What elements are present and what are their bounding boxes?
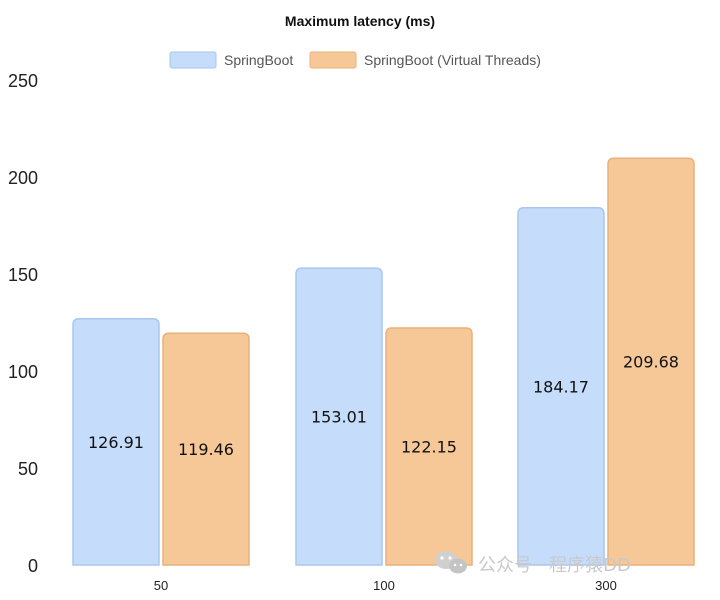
bar-springboot-300 (517, 206, 605, 566)
watermark: 公众号 · 程序猿DD (435, 551, 631, 576)
y-tick-label: 150 (8, 265, 38, 285)
bar-value-label: 209.68 (623, 353, 679, 372)
bar-value-label: 119.46 (178, 440, 234, 459)
legend-label-springboot: SpringBoot (224, 52, 293, 68)
bar-springboot-50 (72, 318, 160, 566)
bar-virtual-threads-50 (162, 332, 250, 566)
x-axis-ticks: 50 100 300 (154, 578, 617, 593)
bar-virtual-threads-100 (385, 327, 473, 566)
y-tick-label: 200 (8, 168, 38, 188)
x-tick-label: 100 (373, 578, 395, 593)
watermark-text: 公众号 · 程序猿DD (478, 555, 631, 576)
legend: SpringBoot SpringBoot (Virtual Threads) (169, 51, 541, 69)
bars (72, 157, 695, 566)
y-tick-label: 0 (28, 556, 38, 576)
data-labels: 126.91 119.46 153.01 122.15 184.17 209.68 (88, 353, 679, 460)
bar-value-label: 126.91 (88, 433, 144, 452)
bar-value-label: 153.01 (311, 408, 367, 427)
y-tick-label: 250 (8, 71, 38, 91)
bar-springboot-100 (295, 267, 383, 566)
bar-value-label: 122.15 (401, 438, 457, 457)
legend-swatch-virtual-threads (309, 51, 357, 69)
bar-virtual-threads-300 (607, 157, 695, 566)
y-axis-ticks: 0 50 100 150 200 250 (8, 71, 38, 576)
x-tick-label: 50 (154, 578, 168, 593)
y-tick-label: 100 (8, 362, 38, 382)
legend-label-virtual-threads: SpringBoot (Virtual Threads) (364, 52, 541, 68)
wechat-icon (435, 551, 467, 574)
bar-value-label: 184.17 (533, 377, 589, 396)
y-tick-label: 50 (18, 459, 38, 479)
legend-swatch-springboot (169, 51, 217, 69)
chart-title: Maximum latency (ms) (285, 13, 435, 29)
x-tick-label: 300 (595, 578, 617, 593)
